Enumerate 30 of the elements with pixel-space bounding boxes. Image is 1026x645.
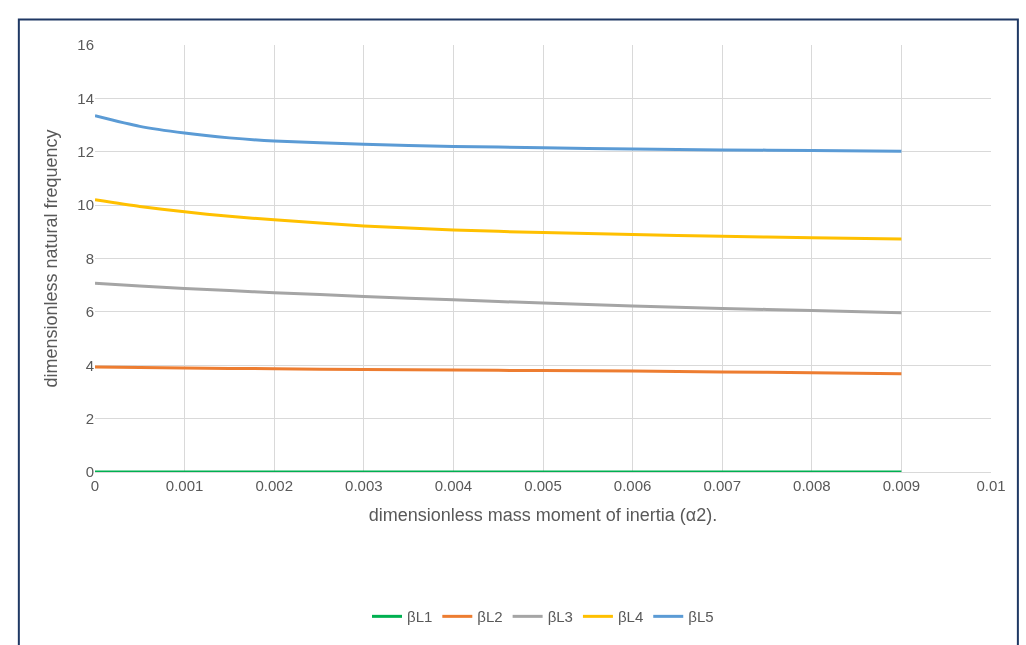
legend-label: βL2 — [477, 608, 503, 626]
x-tick-label: 0.007 — [703, 477, 741, 494]
line-series — [95, 114, 903, 153]
y-tick-label: 8 — [85, 249, 94, 267]
y-tick-label: 0 — [85, 463, 94, 481]
line-series — [95, 281, 903, 315]
legend-label: βL4 — [617, 608, 644, 626]
x-tick-label: 0.003 — [345, 477, 383, 494]
x-tick-label: 0.001 — [165, 477, 204, 494]
x-tick-label: 0.002 — [255, 477, 293, 494]
x-tick-label: 0.008 — [793, 477, 831, 494]
line-series — [95, 198, 903, 241]
line-series — [95, 365, 903, 376]
y-tick-label: 16 — [77, 36, 94, 54]
y-tick-label: 12 — [77, 143, 94, 160]
y-tick-label: 10 — [77, 196, 94, 214]
y-tick-label: 2 — [85, 409, 94, 427]
x-tick-label: 0.01 — [976, 477, 1006, 494]
x-axis-title: dimensionless mass moment of inertia (α2). — [368, 505, 718, 526]
y-tick-label: 14 — [77, 89, 94, 107]
x-tick-label: 0.005 — [524, 477, 562, 494]
x-tick-label: 0.004 — [434, 477, 473, 494]
x-tick-label: 0.009 — [882, 477, 921, 494]
legend-label: βL3 — [547, 608, 573, 626]
y-tick-label: 4 — [85, 356, 94, 374]
legend-label: βL1 — [407, 608, 433, 626]
legend-label: βL5 — [688, 608, 714, 626]
y-axis-title: dimensionless natural frequency — [40, 129, 61, 388]
y-tick-label: 6 — [85, 303, 94, 321]
x-tick-label: 0.006 — [613, 477, 652, 494]
